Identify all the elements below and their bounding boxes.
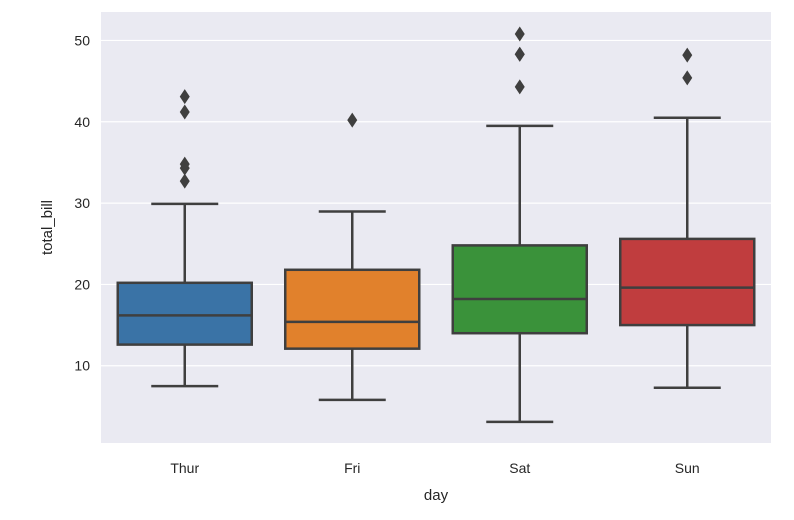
y-tick-label: 40 — [74, 114, 90, 130]
outlier-point — [347, 112, 358, 128]
box-fri — [284, 112, 421, 402]
box-iqr — [619, 237, 756, 327]
outlier-point — [514, 79, 525, 95]
outlier-point — [682, 70, 693, 86]
box-sun — [619, 47, 756, 389]
plot-background — [101, 12, 771, 443]
outlier-point — [179, 89, 190, 105]
x-tick-label: Sun — [675, 460, 700, 476]
x-tick-label: Thur — [170, 460, 199, 476]
outlier-point — [179, 156, 190, 172]
y-tick-label: 10 — [74, 358, 90, 374]
y-tick-label: 30 — [74, 195, 90, 211]
boxes — [116, 26, 756, 424]
y-axis-label: total_bill — [39, 200, 56, 255]
box-iqr — [451, 244, 588, 335]
box-sat — [451, 26, 588, 424]
x-tick-label: Fri — [344, 460, 360, 476]
box-thur — [116, 89, 253, 388]
outlier-point — [179, 173, 190, 189]
box-iqr — [284, 268, 421, 350]
y-tick-label: 20 — [74, 276, 90, 292]
outlier-point — [514, 46, 525, 62]
x-tick-label: Sat — [509, 460, 530, 476]
outlier-point — [682, 47, 693, 63]
box-iqr — [116, 281, 253, 346]
outlier-point — [514, 26, 525, 42]
x-tick-labels: Thur Fri Sat Sun — [170, 460, 699, 476]
y-tick-labels: 10 20 30 40 50 — [74, 32, 90, 373]
outlier-point — [179, 104, 190, 120]
y-tick-label: 50 — [74, 32, 90, 48]
x-axis-label: day — [424, 487, 449, 504]
